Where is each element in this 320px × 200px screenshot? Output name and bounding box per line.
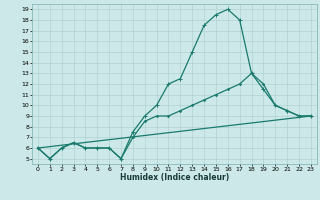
X-axis label: Humidex (Indice chaleur): Humidex (Indice chaleur) (120, 173, 229, 182)
